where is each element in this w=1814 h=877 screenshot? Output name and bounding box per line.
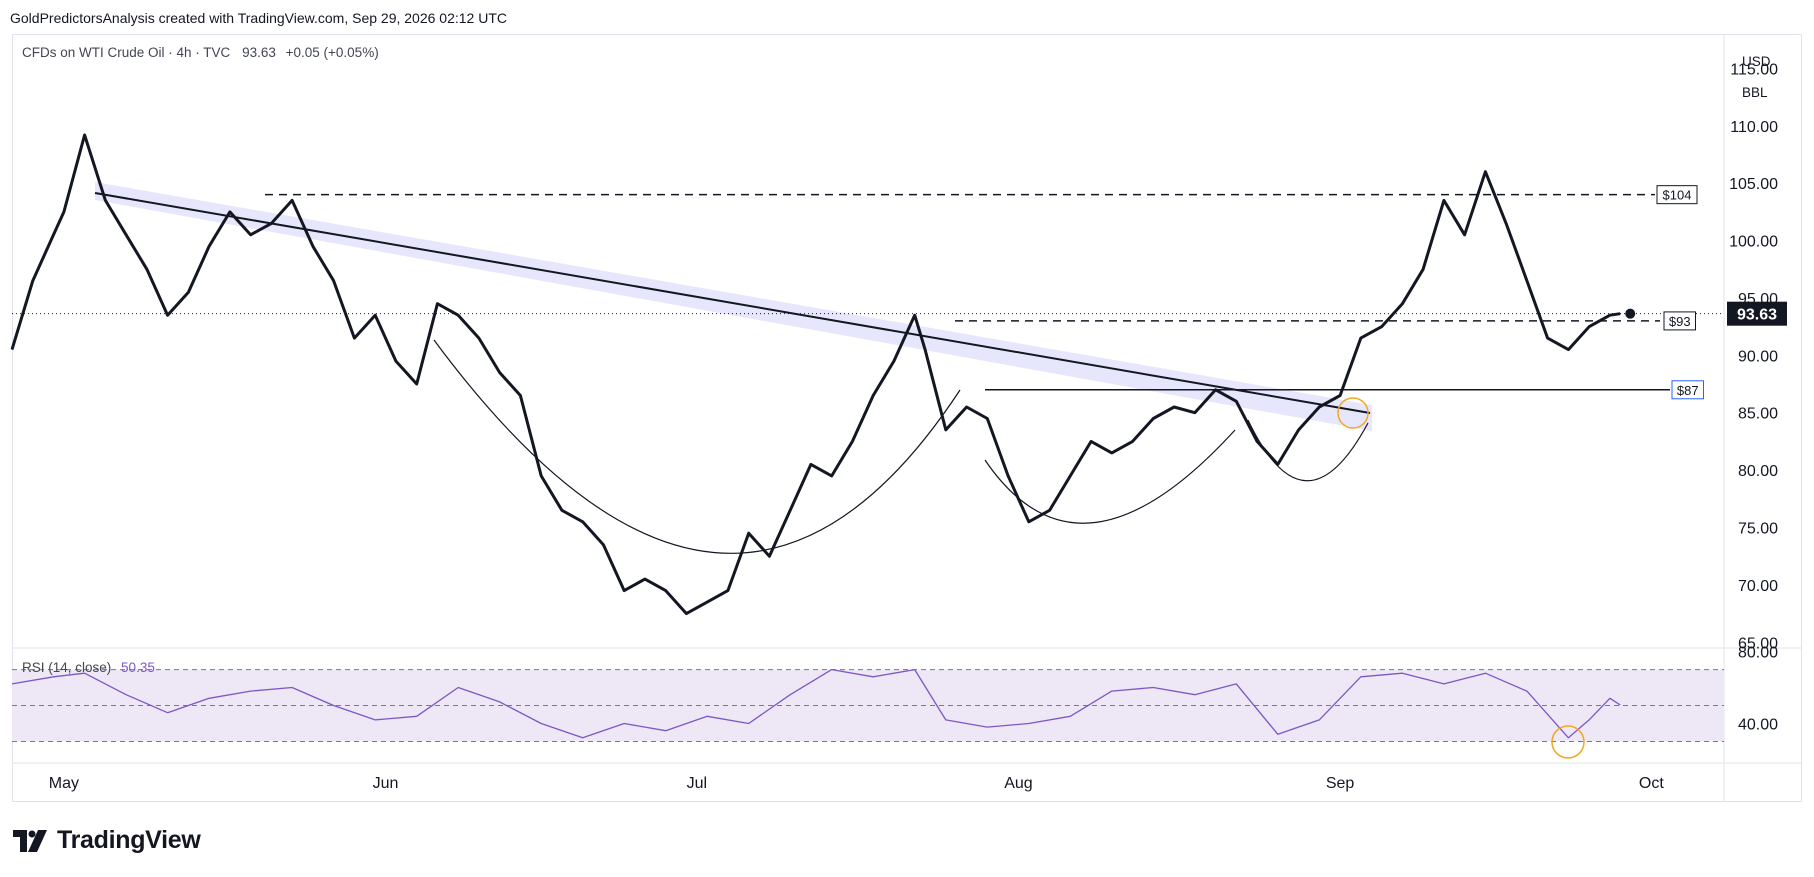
price-axis-tick: 110.00 bbox=[1730, 119, 1778, 136]
rsi-highlight-circle bbox=[1551, 725, 1585, 759]
tradingview-logo-text: TradingView bbox=[57, 826, 201, 854]
price-axis-tick: 105.00 bbox=[1729, 176, 1778, 193]
symbol-name: CFDs on WTI Crude Oil · 4h · TVC bbox=[22, 45, 231, 60]
unit-label: BBL bbox=[1742, 85, 1768, 100]
symbol-change: +0.05 (+0.05%) bbox=[285, 45, 379, 60]
level-label-box-87 bbox=[1671, 380, 1704, 400]
time-axis-tick: Oct bbox=[1639, 775, 1664, 792]
tradingview-logo-icon bbox=[13, 829, 47, 852]
rsi-level-lines bbox=[12, 669, 1724, 742]
price-axis-tick: 90.00 bbox=[1738, 348, 1778, 365]
breakout-highlight-circle bbox=[1337, 397, 1369, 429]
level-label-93: $93 bbox=[1669, 314, 1691, 329]
time-axis-tick: Jul bbox=[687, 775, 707, 792]
rsi-label: RSI (14, close) bbox=[22, 660, 112, 675]
price-axis-tick: 115.00 bbox=[1730, 61, 1778, 78]
descending-trendline bbox=[94, 192, 1371, 414]
last-price-badge: 93.63 bbox=[1727, 301, 1787, 326]
price-axis-tick: 70.00 bbox=[1738, 578, 1778, 595]
last-price-dot bbox=[1625, 308, 1636, 319]
chart-credit: GoldPredictorsAnalysis created with Trad… bbox=[10, 10, 507, 26]
chart-frame bbox=[12, 34, 1802, 802]
level-label-box-104 bbox=[1656, 185, 1698, 205]
time-axis-tick: May bbox=[49, 775, 79, 792]
rsi-axis-tick: 80.00 bbox=[1738, 645, 1778, 662]
price-axis-tick: 75.00 bbox=[1738, 520, 1778, 537]
rsi-axis-tick: 40.00 bbox=[1738, 716, 1778, 733]
time-axis-tick: Jun bbox=[373, 775, 399, 792]
trendline-band bbox=[95, 182, 1372, 431]
price-axis-tick: 100.00 bbox=[1729, 234, 1778, 251]
cup-arc-large bbox=[433, 339, 961, 554]
price-axis-tick: 65.00 bbox=[1738, 635, 1778, 652]
price-series-line bbox=[10, 133, 1621, 616]
currency-label: USD bbox=[1742, 54, 1771, 69]
level-label-87: $87 bbox=[1677, 383, 1699, 398]
price-axis-tick: 80.00 bbox=[1738, 463, 1778, 480]
rsi-value: 50.35 bbox=[121, 660, 155, 675]
tradingview-logo[interactable]: TradingView bbox=[13, 826, 201, 855]
price-units[interactable]: USD BBL bbox=[1742, 46, 1771, 108]
symbol-legend[interactable]: CFDs on WTI Crude Oil · 4h · TVC 93.63 +… bbox=[22, 45, 379, 60]
level-label-104: $104 bbox=[1663, 188, 1692, 203]
time-axis-tick: Sep bbox=[1326, 775, 1355, 792]
last-price-label: 93.63 bbox=[1737, 307, 1777, 324]
cup-arc-middle bbox=[984, 429, 1236, 524]
rsi-legend[interactable]: RSI (14, close) 50.35 bbox=[22, 660, 155, 675]
time-axis-tick: Aug bbox=[1004, 775, 1032, 792]
symbol-price: 93.63 bbox=[242, 45, 276, 60]
price-axis-tick: 85.00 bbox=[1738, 406, 1778, 423]
level-label-box-93 bbox=[1663, 311, 1696, 331]
rsi-series-line bbox=[11, 668, 1621, 739]
